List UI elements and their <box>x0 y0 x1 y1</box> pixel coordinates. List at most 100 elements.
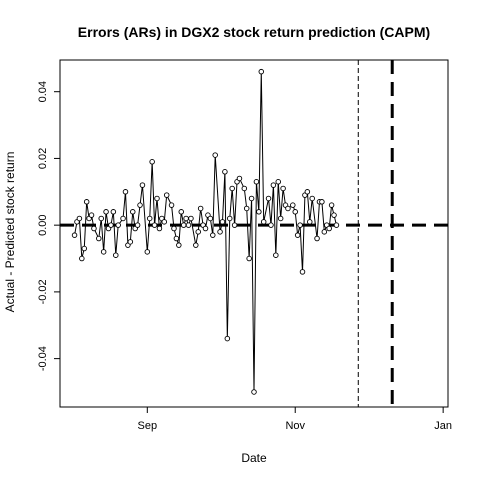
data-point-82 <box>292 209 298 215</box>
y-axis-label: Actual - Predicted stock return <box>3 152 17 313</box>
data-point-3 <box>79 255 85 262</box>
plot-frame <box>59 59 449 408</box>
data-point-85 <box>299 269 306 275</box>
data-point-74 <box>270 182 277 188</box>
data-point-52 <box>210 232 216 238</box>
data-point-44 <box>188 215 194 222</box>
data-point-25 <box>137 202 143 208</box>
data-point-65 <box>246 255 252 262</box>
data-point-73 <box>268 222 274 228</box>
plot-area <box>60 60 448 407</box>
data-point-18 <box>120 215 126 222</box>
data-point-28 <box>146 215 153 222</box>
data-point-56 <box>222 169 228 175</box>
data-point-51 <box>207 215 214 222</box>
data-point-93 <box>321 229 328 235</box>
y-tick-label-2: 0.00 <box>37 214 49 235</box>
data-point-96 <box>328 202 335 208</box>
data-point-32 <box>156 225 163 232</box>
data-point-69 <box>256 209 262 215</box>
data-point-47 <box>197 205 204 212</box>
data-point-57 <box>224 335 231 342</box>
data-point-53 <box>212 152 218 158</box>
data-point-49 <box>202 225 209 232</box>
data-point-0 <box>71 232 78 238</box>
data-point-15 <box>110 209 117 215</box>
data-point-89 <box>309 195 315 202</box>
data-point-31 <box>154 195 160 202</box>
data-point-27 <box>144 249 151 255</box>
data-point-54 <box>217 229 223 235</box>
data-point-63 <box>241 185 248 192</box>
data-point-70 <box>258 68 265 75</box>
data-point-68 <box>253 179 260 185</box>
data-point-43 <box>185 222 192 228</box>
y-tick-label-3: 0.02 <box>37 148 49 169</box>
data-point-38 <box>173 235 180 242</box>
data-point-24 <box>134 222 141 228</box>
data-point-29 <box>149 159 155 165</box>
data-point-72 <box>265 195 272 202</box>
data-point-36 <box>168 202 175 208</box>
data-point-45 <box>193 242 199 248</box>
data-point-64 <box>243 205 250 212</box>
data-point-98 <box>333 222 340 228</box>
data-point-76 <box>275 179 282 185</box>
x-tick-label-2: Jan <box>434 420 452 432</box>
y-tick-label-0: -0.04 <box>37 346 49 371</box>
data-point-58 <box>226 215 233 222</box>
data-point-34 <box>161 219 168 225</box>
data-point-62 <box>236 175 243 182</box>
data-point-97 <box>331 212 337 218</box>
data-point-9 <box>96 235 102 242</box>
data-point-19 <box>122 189 129 195</box>
data-point-60 <box>231 222 238 228</box>
chart-title: Errors (ARs) in DGX2 stock return predic… <box>78 24 430 40</box>
data-point-90 <box>314 235 320 242</box>
data-point-59 <box>229 185 235 192</box>
data-point-30 <box>151 222 158 228</box>
data-point-10 <box>98 215 104 222</box>
data-point-81 <box>290 202 296 208</box>
data-point-26 <box>139 182 146 188</box>
data-point-92 <box>319 199 325 205</box>
data-point-40 <box>178 209 184 215</box>
x-tick-label-0: Sep <box>138 420 158 432</box>
data-point-42 <box>183 215 189 222</box>
data-point-55 <box>219 219 226 225</box>
data-point-78 <box>280 185 286 192</box>
data-point-11 <box>100 249 107 255</box>
data-point-22 <box>129 209 136 215</box>
data-point-41 <box>180 222 187 228</box>
data-point-84 <box>297 222 303 228</box>
data-point-87 <box>304 189 311 195</box>
data-point-7 <box>88 212 95 218</box>
x-axis-label: Date <box>241 451 267 465</box>
data-point-46 <box>195 229 201 235</box>
y-tick-label-4: 0.04 <box>37 81 49 102</box>
data-point-8 <box>91 225 97 232</box>
data-point-12 <box>103 209 109 215</box>
data-point-16 <box>113 252 119 258</box>
axes: Sep Nov Jan -0.04 -0.02 0.00 0.02 0.04 <box>37 81 452 432</box>
data-point-4 <box>81 245 87 252</box>
data-point-75 <box>273 252 279 258</box>
data-point-37 <box>171 225 177 232</box>
data-point-5 <box>83 199 90 205</box>
data-point-88 <box>307 219 313 225</box>
data-point-39 <box>176 242 182 248</box>
data-point-67 <box>251 389 257 395</box>
data-point-66 <box>248 195 255 202</box>
x-tick-label-1: Nov <box>285 420 305 432</box>
data-point-35 <box>163 192 170 198</box>
data-point-71 <box>260 219 267 225</box>
data-point-2 <box>76 215 83 222</box>
y-tick-label-1: -0.02 <box>37 279 49 304</box>
data-point-95 <box>326 225 332 232</box>
data-point-83 <box>294 232 301 238</box>
data-point-80 <box>285 205 291 212</box>
data-point-17 <box>115 222 121 228</box>
data-point-77 <box>277 215 284 222</box>
data-point-21 <box>127 239 134 245</box>
